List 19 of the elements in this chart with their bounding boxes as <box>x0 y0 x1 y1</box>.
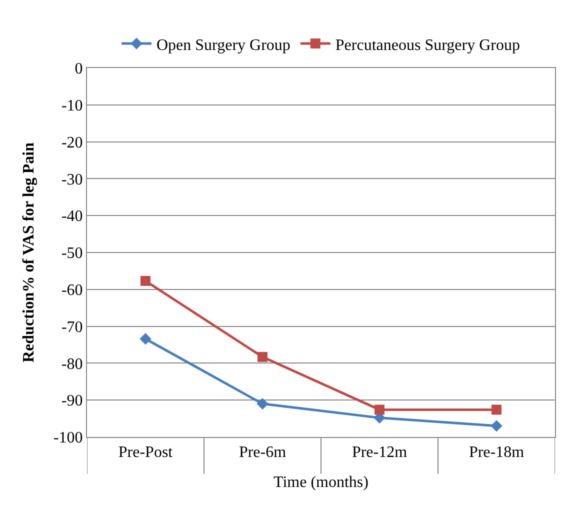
x-tick-label: Pre-18m <box>468 444 525 462</box>
y-tick-label: -30 <box>61 171 83 188</box>
legend-label: Percutaneous Surgery Group <box>335 36 520 54</box>
y-tick-label: -90 <box>61 392 83 410</box>
y-tick-label: 0 <box>74 60 83 78</box>
x-axis-title: Time (months) <box>274 474 368 491</box>
x-tick-label: Pre-12m <box>352 444 408 462</box>
y-tick-label: -70 <box>61 318 83 336</box>
y-tick-label: -20 <box>61 134 83 152</box>
y-tick-label: -50 <box>61 245 83 262</box>
y-tick-label: -60 <box>61 282 83 299</box>
legend-label: Open Surgery Group <box>156 36 290 54</box>
y-tick-label: -40 <box>61 208 83 226</box>
y-axis-title: Reduction% of VAS for leg Pain <box>20 142 38 363</box>
y-tick-label: -10 <box>61 98 83 114</box>
y-tick-label: -100 <box>53 430 83 447</box>
x-tick-label: Pre-Post <box>118 444 174 462</box>
x-tick-label: Pre-6m <box>238 444 287 462</box>
y-tick-label: -80 <box>61 356 83 373</box>
